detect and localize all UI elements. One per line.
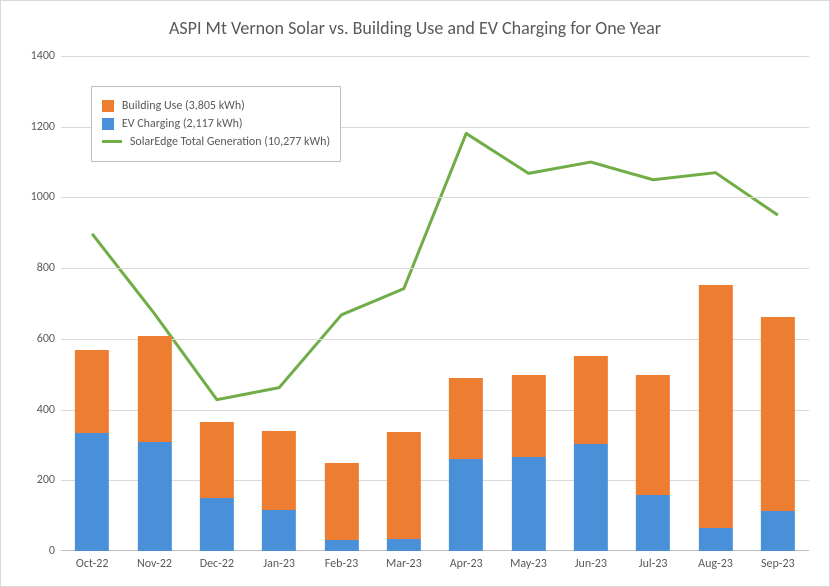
legend: Building Use (3,805 kWh) EV Charging (2,1… (91, 86, 341, 162)
bar-segment (387, 432, 421, 539)
bar-segment (324, 540, 358, 551)
y-tick-label: 1200 (31, 120, 61, 134)
bar-segment (574, 356, 608, 444)
bar-segment (200, 422, 234, 498)
bar-segment (698, 285, 732, 528)
x-tick-label: Nov-22 (137, 551, 172, 571)
bar-segment (449, 378, 483, 459)
legend-item: Building Use (3,805 kWh) (102, 99, 330, 113)
legend-swatch (102, 118, 114, 130)
y-tick-label: 0 (49, 544, 61, 558)
x-tick-label: Mar-23 (386, 551, 422, 571)
bar-segment (137, 442, 171, 551)
legend-swatch-line (102, 140, 122, 143)
legend-label: Building Use (3,805 kWh) (122, 99, 245, 113)
gridline (61, 56, 809, 57)
y-tick-label: 800 (37, 261, 61, 275)
bar-segment (449, 459, 483, 551)
bar-segment (262, 510, 296, 551)
bar-segment (75, 350, 109, 432)
y-tick-label: 600 (37, 332, 61, 346)
bar-segment (324, 463, 358, 540)
bar-segment (698, 528, 732, 551)
bar-segment (511, 375, 545, 457)
bar-segment (262, 431, 296, 511)
gridline (61, 410, 809, 411)
bar-segment (636, 375, 670, 495)
legend-label: SolarEdge Total Generation (10,277 kWh) (130, 135, 330, 149)
bar-segment (200, 498, 234, 551)
legend-swatch (102, 100, 114, 112)
x-tick-label: Aug-23 (698, 551, 733, 571)
x-tick-label: Feb-23 (325, 551, 358, 571)
plot-area: 0200400600800100012001400Oct-22Nov-22Dec… (61, 56, 809, 551)
bar-segment (761, 511, 795, 551)
y-tick-label: 400 (37, 403, 61, 417)
x-tick-label: Dec-22 (200, 551, 234, 571)
gridline (61, 197, 809, 198)
bar-segment (761, 317, 795, 511)
x-tick-label: Apr-23 (450, 551, 483, 571)
legend-item: EV Charging (2,117 kWh) (102, 117, 330, 131)
y-tick-label: 1400 (31, 49, 61, 63)
bar-segment (75, 433, 109, 551)
bar-segment (574, 444, 608, 551)
bar-segment (387, 539, 421, 551)
x-tick-label: Sep-23 (761, 551, 795, 571)
bar-segment (511, 457, 545, 551)
x-axis-line (61, 550, 809, 551)
x-tick-label: Jun-23 (575, 551, 607, 571)
x-tick-label: Oct-22 (76, 551, 109, 571)
x-tick-label: Jul-23 (639, 551, 668, 571)
bar-segment (636, 495, 670, 551)
legend-label: EV Charging (2,117 kWh) (122, 117, 243, 131)
gridline (61, 480, 809, 481)
gridline (61, 339, 809, 340)
bar-segment (137, 336, 171, 442)
y-tick-label: 200 (37, 473, 61, 487)
legend-item: SolarEdge Total Generation (10,277 kWh) (102, 135, 330, 149)
gridline (61, 268, 809, 269)
x-tick-label: Jan-23 (263, 551, 295, 571)
x-tick-label: May-23 (510, 551, 547, 571)
chart-title: ASPI Mt Vernon Solar vs. Building Use an… (1, 17, 829, 39)
chart-frame: ASPI Mt Vernon Solar vs. Building Use an… (0, 0, 830, 587)
y-tick-label: 1000 (31, 190, 61, 204)
